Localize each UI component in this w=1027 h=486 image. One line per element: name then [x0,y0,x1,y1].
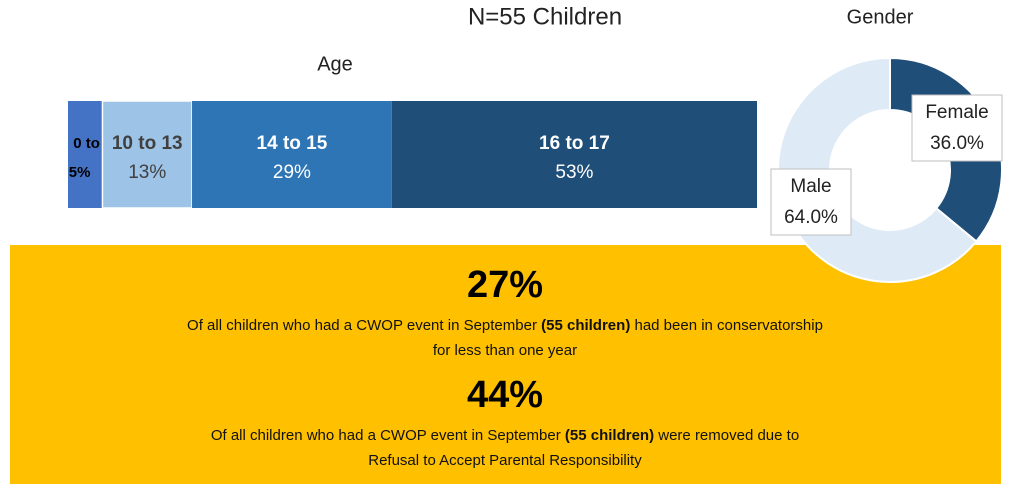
text-part: (55 children) [565,427,654,444]
text-part: had been in conservatorship [630,317,823,334]
page-title: N=55 Children [468,3,622,30]
pie-category-label: Male [790,176,831,197]
category-label: 14 to 15 [257,133,328,154]
stat-text: Of all children who had a CWOP event in … [187,317,823,334]
bar-segment [192,101,392,208]
value-label: 53% [555,162,593,183]
pie-category-label: Female [925,102,988,123]
text-part: Of all children who had a CWOP event in … [187,317,541,334]
stat-text: Of all children who had a CWOP event in … [211,427,799,444]
bar-segment [101,100,193,209]
value-label: 29% [273,162,311,183]
category-label: 16 to 17 [539,133,610,154]
label-box [911,94,1003,162]
stat-text: for less than one year [433,342,577,359]
text-part: were removed due to [654,427,799,444]
highlight-box [10,245,1001,484]
pie-value-label: 64.0% [784,207,838,228]
category-label: 10 to 13 [112,133,183,154]
bar-segment [391,101,757,208]
stat: 27% [467,264,543,306]
label-box [770,168,852,236]
pie-value-label: 36.0% [930,133,984,154]
text-part: Of all children who had a CWOP event in … [211,427,565,444]
text-part: (55 children) [541,317,630,334]
stat-text: Refusal to Accept Parental Responsibilit… [368,452,642,469]
bar-segment [68,101,103,208]
gender-title: Gender [847,6,914,28]
age-title: Age [317,53,353,75]
value-label: 13% [128,162,166,183]
stat: 44% [467,374,543,416]
value-label: 5% [69,164,91,181]
